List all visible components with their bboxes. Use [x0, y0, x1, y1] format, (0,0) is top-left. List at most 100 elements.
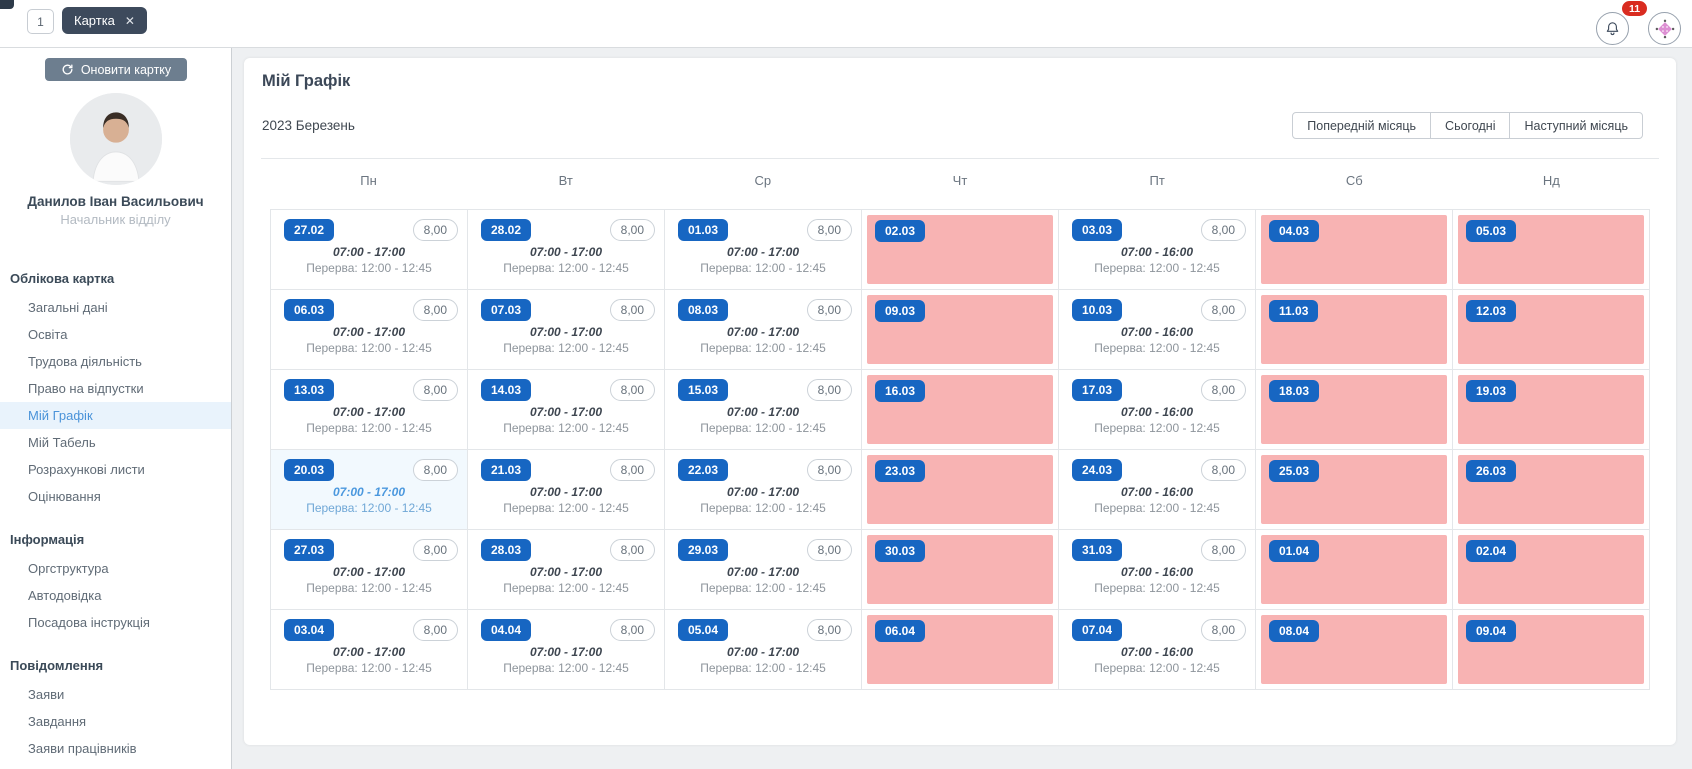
sidebar-item[interactable]: Загальні дані: [28, 300, 108, 315]
sidebar-item[interactable]: Освіта: [28, 327, 68, 342]
calendar-day-cell[interactable]: 30.03: [862, 530, 1059, 610]
sidebar-item[interactable]: Автодовідка: [28, 588, 102, 603]
calendar-day-cell[interactable]: 01.04: [1256, 530, 1453, 610]
calendar-day-cell[interactable]: 05.04 8,00 07:00 - 17:00 Перерва: 12:00 - 1…: [665, 610, 862, 690]
calendar-day-cell[interactable]: 09.04: [1453, 610, 1650, 690]
calendar-day-cell[interactable]: 08.04: [1256, 610, 1453, 690]
calendar-day-cell[interactable]: 29.03 8,00 07:00 - 17:00 Перерва: 12:00 - 1…: [665, 530, 862, 610]
tab-close-icon[interactable]: ✕: [124, 13, 135, 28]
sidebar-item[interactable]: Завдання: [28, 714, 87, 729]
sidebar-item[interactable]: Право на відпустки: [28, 381, 144, 396]
cell-header: 22.03 8,00: [665, 450, 861, 481]
calendar-day-cell[interactable]: 18.03: [1256, 370, 1453, 450]
calendar-day-cell[interactable]: 04.03: [1256, 210, 1453, 290]
cell-header: 01.03 8,00: [665, 210, 861, 241]
calendar-day-cell[interactable]: 03.04 8,00 07:00 - 17:00 Перерва: 12:00 - 1…: [271, 610, 468, 690]
calendar-day-cell[interactable]: 05.03: [1453, 210, 1650, 290]
tab-count-button[interactable]: 1: [27, 9, 54, 34]
calendar-day-cell[interactable]: 16.03: [862, 370, 1059, 450]
date-badge: 28.03: [481, 539, 532, 561]
sidebar-item[interactable]: Оцінювання: [28, 489, 101, 504]
date-badge: 24.03: [1072, 459, 1123, 481]
calendar-day-cell[interactable]: 02.04: [1453, 530, 1650, 610]
work-time: 07:00 - 17:00: [332, 485, 406, 499]
calendar-day-cell[interactable]: 04.04 8,00 07:00 - 17:00 Перерва: 12:00 - 1…: [468, 610, 665, 690]
break-time: Перерва: 12:00 - 12:45: [503, 501, 629, 515]
calendar-day-cell[interactable]: 13.03 8,00 07:00 - 17:00 Перерва: 12:00 - 1…: [271, 370, 468, 450]
cell-header: 03.04 8,00: [271, 610, 467, 641]
date-badge: 14.03: [481, 379, 532, 401]
calendar-day-cell[interactable]: 28.02 8,00 07:00 - 17:00 Перерва: 12:00 - 1…: [468, 210, 665, 290]
calendar-day-cell[interactable]: 06.04: [862, 610, 1059, 690]
date-badge: 28.02: [481, 219, 532, 241]
break-time: Перерва: 12:00 - 12:45: [700, 341, 826, 355]
date-badge: 05.03: [1466, 220, 1517, 242]
calendar-day-cell[interactable]: 14.03 8,00 07:00 - 17:00 Перерва: 12:00 - 1…: [468, 370, 665, 450]
date-badge: 26.03: [1466, 460, 1517, 482]
break-time: Перерва: 12:00 - 12:45: [503, 581, 629, 595]
sidebar-item[interactable]: Трудова діяльність: [28, 354, 142, 369]
cell-header: 14.03 8,00: [468, 370, 664, 401]
calendar-day-cell[interactable]: 21.03 8,00 07:00 - 17:00 Перерва: 12:00 - 1…: [468, 450, 665, 530]
update-card-button[interactable]: Оновити картку: [45, 58, 187, 81]
work-time: 07:00 - 16:00: [1120, 325, 1194, 339]
date-badge: 06.04: [875, 620, 926, 642]
calendar-day-cell[interactable]: 23.03: [862, 450, 1059, 530]
work-time: 07:00 - 17:00: [529, 325, 603, 339]
calendar-day-cell[interactable]: 15.03 8,00 07:00 - 17:00 Перерва: 12:00 - 1…: [665, 370, 862, 450]
sidebar-item[interactable]: Заяви: [28, 687, 65, 702]
sidebar-item[interactable]: Оргструктура: [28, 561, 109, 576]
calendar-day-cell[interactable]: 11.03: [1256, 290, 1453, 370]
day-off-block: 06.04: [867, 615, 1053, 684]
calendar-day-cell[interactable]: 26.03: [1453, 450, 1650, 530]
cell-header: 28.02 8,00: [468, 210, 664, 241]
next-month-button[interactable]: Наступний місяць: [1509, 112, 1643, 139]
calendar-day-cell[interactable]: 12.03: [1453, 290, 1650, 370]
day-off-block: 08.04: [1261, 615, 1447, 684]
notifications-button[interactable]: [1596, 12, 1629, 45]
calendar-day-cell[interactable]: 10.03 8,00 07:00 - 16:00 Перерва: 12:00 - 1…: [1059, 290, 1256, 370]
account-menu-button[interactable]: [1648, 12, 1681, 45]
calendar-day-cell[interactable]: 08.03 8,00 07:00 - 17:00 Перерва: 12:00 - 1…: [665, 290, 862, 370]
calendar-day-cell[interactable]: 19.03: [1453, 370, 1650, 450]
calendar-day-cell[interactable]: 28.03 8,00 07:00 - 17:00 Перерва: 12:00 - 1…: [468, 530, 665, 610]
sidebar-item[interactable]: Посадова інструкція: [28, 615, 150, 630]
break-time: Перерва: 12:00 - 12:45: [700, 581, 826, 595]
calendar-day-cell[interactable]: 01.03 8,00 07:00 - 17:00 Перерва: 12:00 - 1…: [665, 210, 862, 290]
calendar-day-cell[interactable]: 27.02 8,00 07:00 - 17:00 Перерва: 12:00 - 1…: [271, 210, 468, 290]
day-off-block: 26.03: [1458, 455, 1644, 524]
tab-kartka[interactable]: Картка ✕: [62, 7, 147, 34]
calendar-day-cell[interactable]: 03.03 8,00 07:00 - 16:00 Перерва: 12:00 - 1…: [1059, 210, 1256, 290]
calendar-day-cell[interactable]: 07.04 8,00 07:00 - 16:00 Перерва: 12:00 - 1…: [1059, 610, 1256, 690]
calendar-day-cell[interactable]: 24.03 8,00 07:00 - 16:00 Перерва: 12:00 - 1…: [1059, 450, 1256, 530]
sidebar-item[interactable]: Мій Графік: [0, 402, 231, 429]
weekday-header-row: Пн Вт Ср Чт Пт Сб Нд: [270, 158, 1650, 203]
logo-diamond-icon: [1655, 19, 1674, 38]
calendar-day-cell[interactable]: 20.03 8,00 07:00 - 17:00 Перерва: 12:00 - 1…: [271, 450, 468, 530]
day-off-block: 25.03: [1261, 455, 1447, 524]
calendar-day-cell[interactable]: 27.03 8,00 07:00 - 17:00 Перерва: 12:00 - 1…: [271, 530, 468, 610]
calendar-day-cell[interactable]: 22.03 8,00 07:00 - 17:00 Перерва: 12:00 - 1…: [665, 450, 862, 530]
calendar-day-cell[interactable]: 06.03 8,00 07:00 - 17:00 Перерва: 12:00 - 1…: [271, 290, 468, 370]
date-badge: 31.03: [1072, 539, 1123, 561]
date-badge: 10.03: [1072, 299, 1123, 321]
today-button[interactable]: Сьогодні: [1430, 112, 1511, 139]
calendar-day-cell[interactable]: 02.03: [862, 210, 1059, 290]
calendar-day-cell[interactable]: 17.03 8,00 07:00 - 16:00 Перерва: 12:00 - 1…: [1059, 370, 1256, 450]
hours-badge: 8,00: [609, 299, 655, 321]
calendar-toolbar: 2023 Березень Попередній місяць Сьогодні…: [262, 112, 1643, 139]
calendar-day-cell[interactable]: 07.03 8,00 07:00 - 17:00 Перерва: 12:00 - 1…: [468, 290, 665, 370]
date-badge: 16.03: [875, 380, 926, 402]
calendar-day-cell[interactable]: 09.03: [862, 290, 1059, 370]
cell-header: 27.03 8,00: [271, 530, 467, 561]
sidebar-item[interactable]: Розрахункові листи: [28, 462, 145, 477]
calendar-day-cell[interactable]: 25.03: [1256, 450, 1453, 530]
hours-badge: 8,00: [609, 619, 655, 641]
sidebar-item[interactable]: Мій Табель: [28, 435, 96, 450]
prev-month-button[interactable]: Попередній місяць: [1292, 112, 1432, 139]
schedule-card: Мій Графік 2023 Березень Попередній міся…: [244, 58, 1676, 745]
calendar-day-cell[interactable]: 31.03 8,00 07:00 - 16:00 Перерва: 12:00 - 1…: [1059, 530, 1256, 610]
sidebar-item[interactable]: Заяви працівників: [28, 741, 137, 756]
cell-header: 20.03 8,00: [271, 450, 467, 481]
sidebar: Оновити картку Данилов Іван Васильович Н…: [0, 48, 232, 769]
